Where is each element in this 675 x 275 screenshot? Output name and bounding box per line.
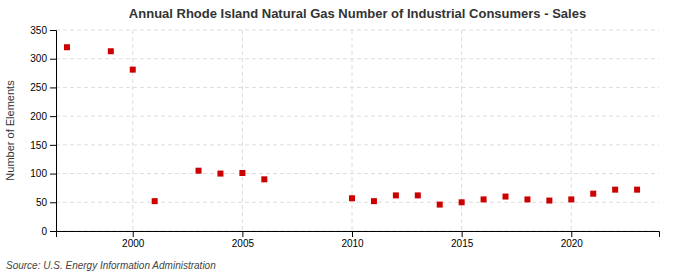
x-tick: 2005	[232, 231, 255, 249]
y-tick-label: 100	[30, 168, 47, 179]
x-grid-line	[242, 30, 243, 231]
y-tick: 200	[30, 111, 56, 122]
point	[481, 196, 487, 202]
y-axis: 0 50 100 150 200 250 300 350	[30, 25, 56, 237]
x-tick-mark	[133, 231, 134, 237]
point	[239, 170, 245, 176]
y-grid-line	[56, 87, 659, 88]
plot-area: 2000 2005 2010 2015 2020 0 50 100 150 200 250 300 35…	[30, 25, 659, 249]
point	[108, 48, 114, 54]
point	[130, 67, 136, 73]
y-tick-mark	[50, 145, 56, 146]
point	[459, 199, 465, 205]
y-tick-label: 250	[30, 82, 47, 93]
y-tick-mark	[50, 202, 56, 203]
point	[634, 187, 640, 193]
x-tick: 2015	[451, 231, 474, 249]
marks	[64, 44, 640, 207]
y-tick-label: 150	[30, 140, 47, 151]
y-tick-label: 50	[36, 197, 48, 208]
y-tick: 350	[30, 25, 56, 36]
point	[437, 202, 443, 208]
y-tick-mark	[50, 87, 56, 88]
point	[393, 192, 399, 198]
y-grid-line	[56, 58, 659, 59]
x-tick-mark	[242, 231, 243, 237]
x-tick: 2010	[341, 231, 364, 249]
y-tick-mark	[50, 174, 56, 175]
annotation: Source: U.S. Energy Information Administ…	[6, 260, 216, 271]
point	[152, 198, 158, 204]
x-tick-label: 2015	[451, 238, 474, 249]
y-tick-label: 200	[30, 111, 47, 122]
chart: 2000 2005 2010 2015 2020 0 50 100 150 200 250 300 35…	[0, 0, 675, 275]
point	[590, 191, 596, 197]
point	[524, 196, 530, 202]
x-grid-line	[132, 30, 133, 231]
point	[415, 192, 421, 198]
x-tick-label: 2020	[561, 238, 584, 249]
y-grid-line	[56, 144, 659, 145]
point	[568, 196, 574, 202]
y-tick: 100	[30, 168, 56, 179]
x-tick-mark	[571, 231, 572, 237]
point	[612, 187, 618, 193]
x-tick-mark	[462, 231, 463, 237]
x-tick-label: 2005	[232, 238, 255, 249]
y-axis-title: Number of Elements	[4, 80, 16, 181]
point	[261, 176, 267, 182]
grid	[56, 30, 659, 231]
point	[503, 194, 509, 200]
point	[196, 168, 202, 174]
x-axis-line	[57, 232, 660, 238]
title: Annual Rhode Island Natural Gas Number o…	[129, 6, 586, 21]
y-tick: 150	[30, 140, 56, 151]
y-tick-label: 0	[41, 226, 47, 237]
point	[349, 195, 355, 201]
x-tick-label: 2000	[122, 238, 145, 249]
point	[546, 198, 552, 204]
y-tick-mark	[50, 59, 56, 60]
y-tick-mark	[50, 30, 56, 31]
y-grid-line	[56, 173, 659, 174]
point	[371, 198, 377, 204]
y-tick: 300	[30, 53, 56, 64]
y-grid-line	[56, 116, 659, 117]
y-tick-mark	[50, 116, 56, 117]
y-tick-mark	[50, 231, 56, 232]
point	[217, 171, 223, 177]
y-axis-line	[50, 31, 57, 232]
y-grid-line	[56, 30, 659, 31]
x-tick: 2020	[561, 231, 584, 249]
x-tick-label: 2010	[341, 238, 364, 249]
y-tick-label: 300	[30, 53, 47, 64]
y-tick: 50	[36, 197, 56, 208]
y-tick: 250	[30, 82, 56, 93]
x-axis: 2000 2005 2010 2015 2020	[57, 231, 660, 249]
y-tick-label: 350	[30, 25, 47, 36]
x-tick: 2000	[122, 231, 145, 249]
y-tick: 0	[41, 226, 56, 237]
point	[64, 44, 70, 50]
x-tick-mark	[352, 231, 353, 237]
